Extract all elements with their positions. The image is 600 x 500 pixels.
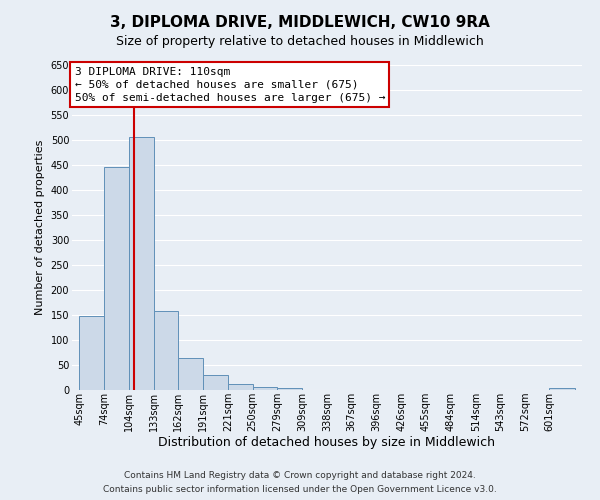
X-axis label: Distribution of detached houses by size in Middlewich: Distribution of detached houses by size … [158, 436, 496, 450]
Bar [277, 388, 302, 390]
Text: 3 DIPLOMA DRIVE: 110sqm
← 50% of detached houses are smaller (675)
50% of semi-d: 3 DIPLOMA DRIVE: 110sqm ← 50% of detache… [74, 66, 385, 103]
Bar [549, 388, 575, 390]
Text: Contains public sector information licensed under the Open Government Licence v3: Contains public sector information licen… [103, 484, 497, 494]
Bar [79, 316, 104, 390]
Text: Size of property relative to detached houses in Middlewich: Size of property relative to detached ho… [116, 34, 484, 48]
Bar [253, 387, 277, 390]
Bar [129, 136, 154, 390]
Bar [154, 311, 178, 390]
Y-axis label: Number of detached properties: Number of detached properties [35, 140, 45, 315]
Bar [104, 166, 129, 390]
Bar [178, 358, 203, 390]
Bar [228, 384, 253, 390]
Bar [203, 375, 228, 390]
Text: 3, DIPLOMA DRIVE, MIDDLEWICH, CW10 9RA: 3, DIPLOMA DRIVE, MIDDLEWICH, CW10 9RA [110, 15, 490, 30]
Text: Contains HM Land Registry data © Crown copyright and database right 2024.: Contains HM Land Registry data © Crown c… [124, 472, 476, 480]
